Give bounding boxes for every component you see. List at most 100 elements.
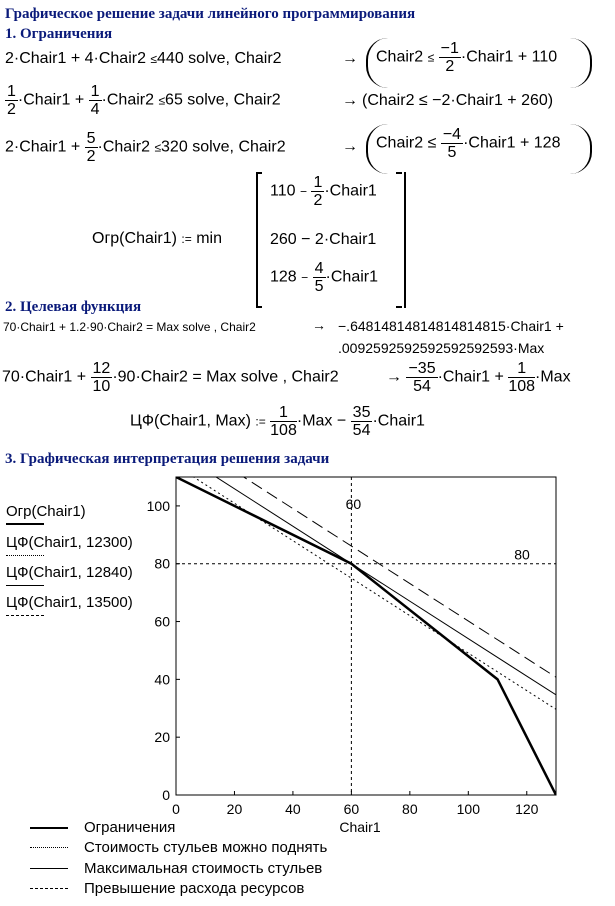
eq1-result-const: + 110 <box>517 48 558 66</box>
ogr-row-1: 110 − 1 2 ·Chair1 <box>270 174 377 209</box>
equation-constraint-3: 2·Chair1 + 5 2 ·Chair2 ≤320 solve, Chair2 <box>5 130 286 165</box>
eq2-arrow: → <box>342 92 358 109</box>
objective-equation-2-result: → −35 54 ·Chair1 + 1 108 ·Max <box>386 360 571 395</box>
ogr-matrix-bracket <box>256 172 406 308</box>
y-tick-label: 40 <box>154 671 170 687</box>
eq3-result-fraction: −4 5 <box>440 126 464 161</box>
side-label-ogr: Огр(Chair1) <box>6 503 86 520</box>
eq3-term-a: 2·Chair1 <box>5 138 67 156</box>
eq3-result-const: + 128 <box>519 134 561 152</box>
y-tick-label: 0 <box>162 787 170 803</box>
section-constraints-heading: 1. Ограничения <box>5 26 113 42</box>
eq3-result-var: Chair2 ≤ <box>376 134 437 152</box>
x-tick-label: 20 <box>227 801 243 817</box>
eq1-term-a: 2·Chair1 <box>5 50 67 67</box>
y-tick-label: 80 <box>154 556 170 572</box>
eq1-result-term: ·Chair1 <box>460 48 514 66</box>
section-objective-heading: 2. Целевая функция <box>5 299 142 315</box>
document-title: Графическое решение задачи линейного про… <box>5 6 416 22</box>
eq1-solve-var: Chair2 <box>234 50 282 67</box>
eq3-term-b: ·Chair2 <box>97 138 150 156</box>
ogr-matrix-bracket-left-top <box>256 172 262 174</box>
eq2-term-a: ·Chair1 <box>17 91 71 109</box>
ogr-row-3: 128 − 4 5 ·Chair1 <box>270 260 378 295</box>
eq1-result-var: Chair2 <box>376 48 424 66</box>
objective-result-1: −.64814814814814814815·Chair1 + <box>338 318 564 334</box>
x-tick-label: 0 <box>172 801 180 817</box>
legend-constraints: Ограничения <box>84 819 176 836</box>
series-line-2 <box>215 477 556 696</box>
objective-equation-1: 70·Chair1 + 1.2·90·Chair2 = Max solve , … <box>3 320 256 334</box>
side-line-cf-12300 <box>6 555 44 556</box>
graph-plot: 0 20 40 60 80 100 120 0 20 40 60 80 100 Chair1 60 80 <box>147 476 557 835</box>
eq2-le: ≤ <box>158 93 166 108</box>
ogr-matrix-bracket-left-bottom <box>256 306 262 308</box>
series-line-0 <box>176 477 556 795</box>
legend-line-constraints <box>30 827 68 829</box>
equation-constraint-1: 2·Chair1 + 4·Chair2 ≤440 solve, Chair2 <box>5 50 282 67</box>
eq3-rhs: 320 <box>161 138 188 156</box>
eq1-result-fraction: −1 2 <box>438 40 461 75</box>
x-tick-label: 60 <box>344 801 360 817</box>
series-line-1 <box>192 477 556 710</box>
legend-can-raise: Стоимость стульев можно поднять <box>84 839 328 856</box>
ogr-row-2: 260 − 2·Chair1 <box>270 231 377 248</box>
x-axis-label: Chair1 <box>339 819 380 835</box>
x-tick-label: 100 <box>457 801 481 817</box>
legend-max-cost: Максимальная стоимость стульев <box>84 860 323 877</box>
eq1-plus: + <box>70 50 81 67</box>
ogr-min: min <box>196 230 222 247</box>
eq2-result: (Chair2 ≤ −2·Chair1 + 260) <box>362 92 554 109</box>
eq1-result: Chair2 ≤ −1 2 ·Chair1 + 110 <box>376 40 558 75</box>
eq1-arrow: → <box>342 50 358 67</box>
eq2-solve-var: Chair2 <box>233 91 281 109</box>
ogr-matrix-bracket-right-bottom <box>396 306 402 308</box>
eq2-rhs: 65 <box>165 91 183 109</box>
objective-equation-2: 70·Chair1 + 12 10·90·Chair2 = Max solve ,… <box>2 360 339 395</box>
legend-line-can-raise <box>30 847 68 848</box>
eq1-le: ≤ <box>150 52 158 66</box>
x-tick-label: 40 <box>285 801 301 817</box>
ogr-definition-lhs: Огр(Chair1) := min <box>92 230 222 248</box>
eq3-solve-var: Chair2 <box>238 138 286 156</box>
eq3-solve-keyword: solve <box>192 138 230 156</box>
eq1-solve-keyword: solve <box>188 50 226 67</box>
ogr-assign: := <box>181 232 192 246</box>
eq3-plus: + <box>70 138 81 156</box>
x-tick-label: 80 <box>402 801 418 817</box>
legend-excess: Превышение расхода ресурсов <box>84 880 305 897</box>
eq3-result-term: ·Chair1 <box>463 134 516 152</box>
eq2-term-b: ·Chair2 <box>101 91 154 109</box>
side-line-cf-12840 <box>6 585 44 586</box>
side-label-cf-12840: ЦФ(Chair1, 12840) <box>6 564 133 581</box>
eq1-rhs: 440 <box>157 50 184 67</box>
ogr-matrix-bracket-right-top <box>396 172 402 174</box>
side-line-cf-13500 <box>6 615 44 616</box>
legend-line-excess <box>30 888 68 889</box>
legend-line-max-cost <box>30 868 68 869</box>
eq3-result: Chair2 ≤ −4 5 ·Chair1 + 128 <box>376 126 560 161</box>
objective-arrow-1: → <box>312 317 326 333</box>
y-tick-label: 100 <box>147 498 171 514</box>
equation-constraint-2: 1 2 ·Chair1 + 1 4 ·Chair2 ≤65 solve, Chair2 <box>5 83 281 118</box>
ogr-name: Огр(Chair1) <box>92 230 177 247</box>
side-label-cf-12300: ЦФ(Chair1, 12300) <box>6 534 133 551</box>
marker-label-y: 80 <box>514 547 530 563</box>
side-line-ogr <box>6 523 44 525</box>
plot-frame <box>175 476 557 796</box>
series-line-3 <box>242 477 556 678</box>
eq3-arrow: → <box>342 138 358 155</box>
side-label-cf-13500: ЦФ(Chair1, 13500) <box>6 594 133 611</box>
eq2-plus: + <box>74 91 85 109</box>
eq2-solve-keyword: solve <box>187 91 225 109</box>
objective-function-definition: ЦФ(Chair1, Max) := 1 108 ·Max − 35 54 ·Chair… <box>130 404 425 439</box>
objective-result-2: .0092592592592592592593·Max <box>338 340 545 356</box>
eq1-term-b: 4·Chair2 <box>84 50 146 67</box>
eq1-result-parens <box>366 38 592 88</box>
marker-label-x: 60 <box>346 496 362 512</box>
y-tick-label: 60 <box>154 614 170 630</box>
eq3-le: ≤ <box>154 140 162 155</box>
